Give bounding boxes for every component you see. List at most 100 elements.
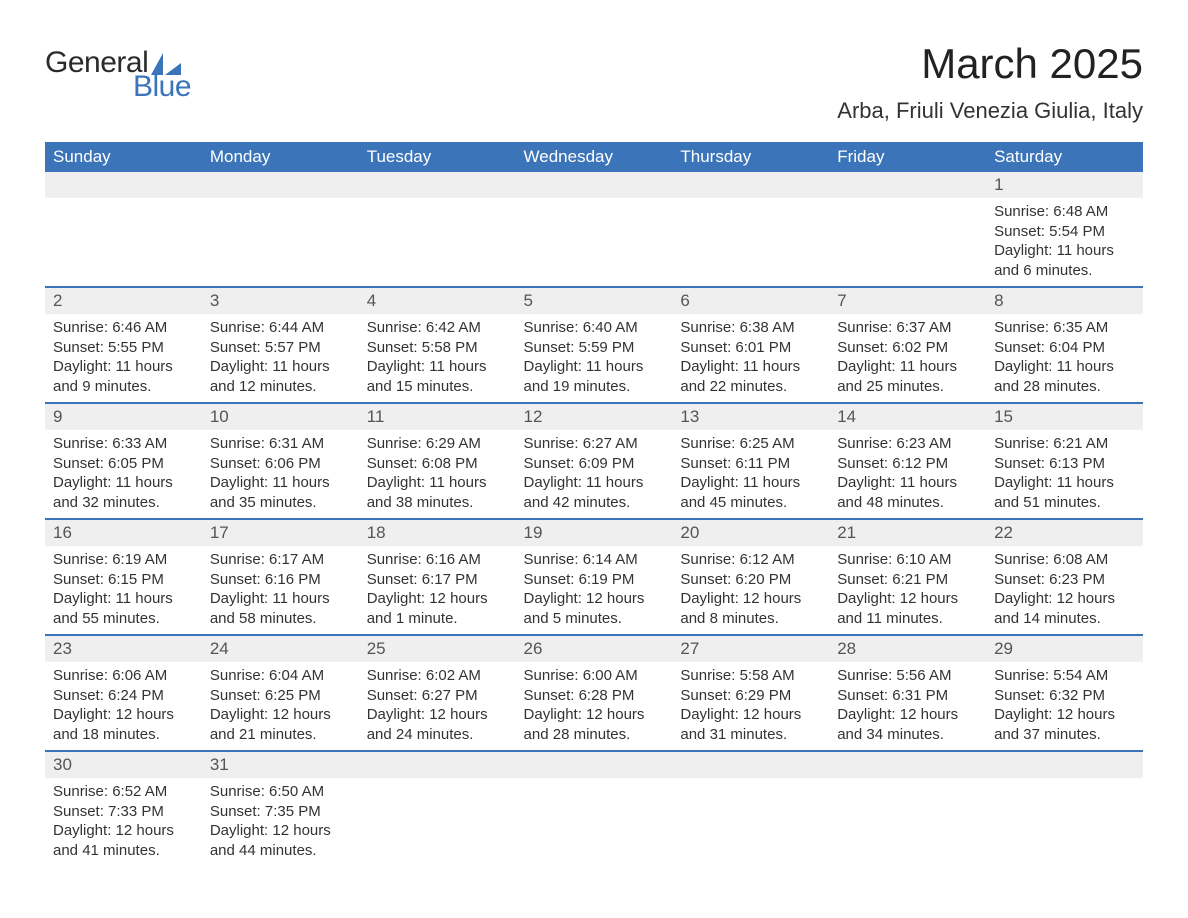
sunrise-text: Sunrise: 6:00 AM [524, 666, 665, 686]
day-number-cell: 2 [45, 287, 202, 314]
daylight-text: Daylight: 11 hours and 42 minutes. [524, 473, 665, 512]
day-header-wed: Wednesday [516, 142, 673, 172]
day-number-cell [45, 172, 202, 198]
week-number-row: 1 [45, 172, 1143, 198]
day-detail-cell: Sunrise: 6:17 AMSunset: 6:16 PMDaylight:… [202, 546, 359, 635]
sunrise-text: Sunrise: 6:42 AM [367, 318, 508, 338]
day-number-cell: 7 [829, 287, 986, 314]
sunset-text: Sunset: 6:05 PM [53, 454, 194, 474]
day-detail-cell: Sunrise: 6:25 AMSunset: 6:11 PMDaylight:… [672, 430, 829, 519]
sunrise-text: Sunrise: 6:10 AM [837, 550, 978, 570]
week-detail-row: Sunrise: 6:33 AMSunset: 6:05 PMDaylight:… [45, 430, 1143, 519]
day-detail-cell: Sunrise: 6:19 AMSunset: 6:15 PMDaylight:… [45, 546, 202, 635]
day-detail-cell: Sunrise: 6:06 AMSunset: 6:24 PMDaylight:… [45, 662, 202, 751]
day-header-sun: Sunday [45, 142, 202, 172]
week-detail-row: Sunrise: 6:52 AMSunset: 7:33 PMDaylight:… [45, 778, 1143, 866]
sunrise-text: Sunrise: 6:46 AM [53, 318, 194, 338]
day-detail-cell: Sunrise: 6:29 AMSunset: 6:08 PMDaylight:… [359, 430, 516, 519]
sunrise-text: Sunrise: 6:27 AM [524, 434, 665, 454]
day-detail-cell: Sunrise: 5:54 AMSunset: 6:32 PMDaylight:… [986, 662, 1143, 751]
daylight-text: Daylight: 11 hours and 45 minutes. [680, 473, 821, 512]
week-number-row: 3031 [45, 751, 1143, 778]
day-number-cell: 10 [202, 403, 359, 430]
sunrise-text: Sunrise: 6:04 AM [210, 666, 351, 686]
day-number-cell: 18 [359, 519, 516, 546]
day-number-cell [516, 751, 673, 778]
day-detail-cell [45, 198, 202, 287]
sunrise-text: Sunrise: 6:19 AM [53, 550, 194, 570]
sunset-text: Sunset: 5:59 PM [524, 338, 665, 358]
sunrise-text: Sunrise: 6:08 AM [994, 550, 1135, 570]
day-number-cell: 24 [202, 635, 359, 662]
sunset-text: Sunset: 7:33 PM [53, 802, 194, 822]
day-number-cell [359, 751, 516, 778]
day-number-cell [829, 172, 986, 198]
sunset-text: Sunset: 7:35 PM [210, 802, 351, 822]
day-number-cell: 9 [45, 403, 202, 430]
day-detail-cell: Sunrise: 6:48 AMSunset: 5:54 PMDaylight:… [986, 198, 1143, 287]
sunrise-text: Sunrise: 6:52 AM [53, 782, 194, 802]
day-number-cell: 21 [829, 519, 986, 546]
sunset-text: Sunset: 6:19 PM [524, 570, 665, 590]
daylight-text: Daylight: 11 hours and 22 minutes. [680, 357, 821, 396]
sunset-text: Sunset: 5:57 PM [210, 338, 351, 358]
calendar-body: 1Sunrise: 6:48 AMSunset: 5:54 PMDaylight… [45, 172, 1143, 866]
sunset-text: Sunset: 6:15 PM [53, 570, 194, 590]
day-header-thu: Thursday [672, 142, 829, 172]
sunrise-text: Sunrise: 6:44 AM [210, 318, 351, 338]
sunrise-text: Sunrise: 6:29 AM [367, 434, 508, 454]
sunrise-text: Sunrise: 5:54 AM [994, 666, 1135, 686]
sunset-text: Sunset: 5:55 PM [53, 338, 194, 358]
day-detail-cell: Sunrise: 6:33 AMSunset: 6:05 PMDaylight:… [45, 430, 202, 519]
daylight-text: Daylight: 11 hours and 58 minutes. [210, 589, 351, 628]
day-detail-cell: Sunrise: 6:27 AMSunset: 6:09 PMDaylight:… [516, 430, 673, 519]
day-detail-cell [986, 778, 1143, 866]
daylight-text: Daylight: 11 hours and 12 minutes. [210, 357, 351, 396]
day-header-mon: Monday [202, 142, 359, 172]
sunset-text: Sunset: 6:20 PM [680, 570, 821, 590]
sunrise-text: Sunrise: 6:23 AM [837, 434, 978, 454]
header: General Blue March 2025 Arba, Friuli Ven… [45, 40, 1143, 124]
daylight-text: Daylight: 12 hours and 31 minutes. [680, 705, 821, 744]
day-number-cell: 6 [672, 287, 829, 314]
sunrise-text: Sunrise: 6:17 AM [210, 550, 351, 570]
day-number-cell [672, 751, 829, 778]
day-detail-cell [829, 198, 986, 287]
day-number-cell [359, 172, 516, 198]
sunset-text: Sunset: 6:12 PM [837, 454, 978, 474]
sunrise-text: Sunrise: 6:35 AM [994, 318, 1135, 338]
day-number-cell [986, 751, 1143, 778]
daylight-text: Daylight: 12 hours and 24 minutes. [367, 705, 508, 744]
daylight-text: Daylight: 12 hours and 44 minutes. [210, 821, 351, 860]
day-number-cell: 11 [359, 403, 516, 430]
daylight-text: Daylight: 12 hours and 41 minutes. [53, 821, 194, 860]
day-number-cell [516, 172, 673, 198]
day-header-tue: Tuesday [359, 142, 516, 172]
day-detail-cell: Sunrise: 6:16 AMSunset: 6:17 PMDaylight:… [359, 546, 516, 635]
day-detail-cell: Sunrise: 6:21 AMSunset: 6:13 PMDaylight:… [986, 430, 1143, 519]
day-number-cell: 15 [986, 403, 1143, 430]
week-number-row: 9101112131415 [45, 403, 1143, 430]
day-number-cell: 28 [829, 635, 986, 662]
sunset-text: Sunset: 6:32 PM [994, 686, 1135, 706]
daylight-text: Daylight: 11 hours and 38 minutes. [367, 473, 508, 512]
sunrise-text: Sunrise: 6:50 AM [210, 782, 351, 802]
sunrise-text: Sunrise: 5:56 AM [837, 666, 978, 686]
logo-text-blue: Blue [133, 70, 191, 104]
sunset-text: Sunset: 6:11 PM [680, 454, 821, 474]
sunset-text: Sunset: 6:04 PM [994, 338, 1135, 358]
sunrise-text: Sunrise: 6:37 AM [837, 318, 978, 338]
daylight-text: Daylight: 12 hours and 34 minutes. [837, 705, 978, 744]
day-detail-cell [516, 198, 673, 287]
sunset-text: Sunset: 6:21 PM [837, 570, 978, 590]
daylight-text: Daylight: 12 hours and 28 minutes. [524, 705, 665, 744]
sunset-text: Sunset: 6:17 PM [367, 570, 508, 590]
day-detail-cell: Sunrise: 6:23 AMSunset: 6:12 PMDaylight:… [829, 430, 986, 519]
sunset-text: Sunset: 6:31 PM [837, 686, 978, 706]
sunrise-text: Sunrise: 6:14 AM [524, 550, 665, 570]
day-detail-cell: Sunrise: 6:12 AMSunset: 6:20 PMDaylight:… [672, 546, 829, 635]
day-detail-cell: Sunrise: 6:10 AMSunset: 6:21 PMDaylight:… [829, 546, 986, 635]
sunrise-text: Sunrise: 6:12 AM [680, 550, 821, 570]
week-number-row: 16171819202122 [45, 519, 1143, 546]
sunset-text: Sunset: 5:54 PM [994, 222, 1135, 242]
